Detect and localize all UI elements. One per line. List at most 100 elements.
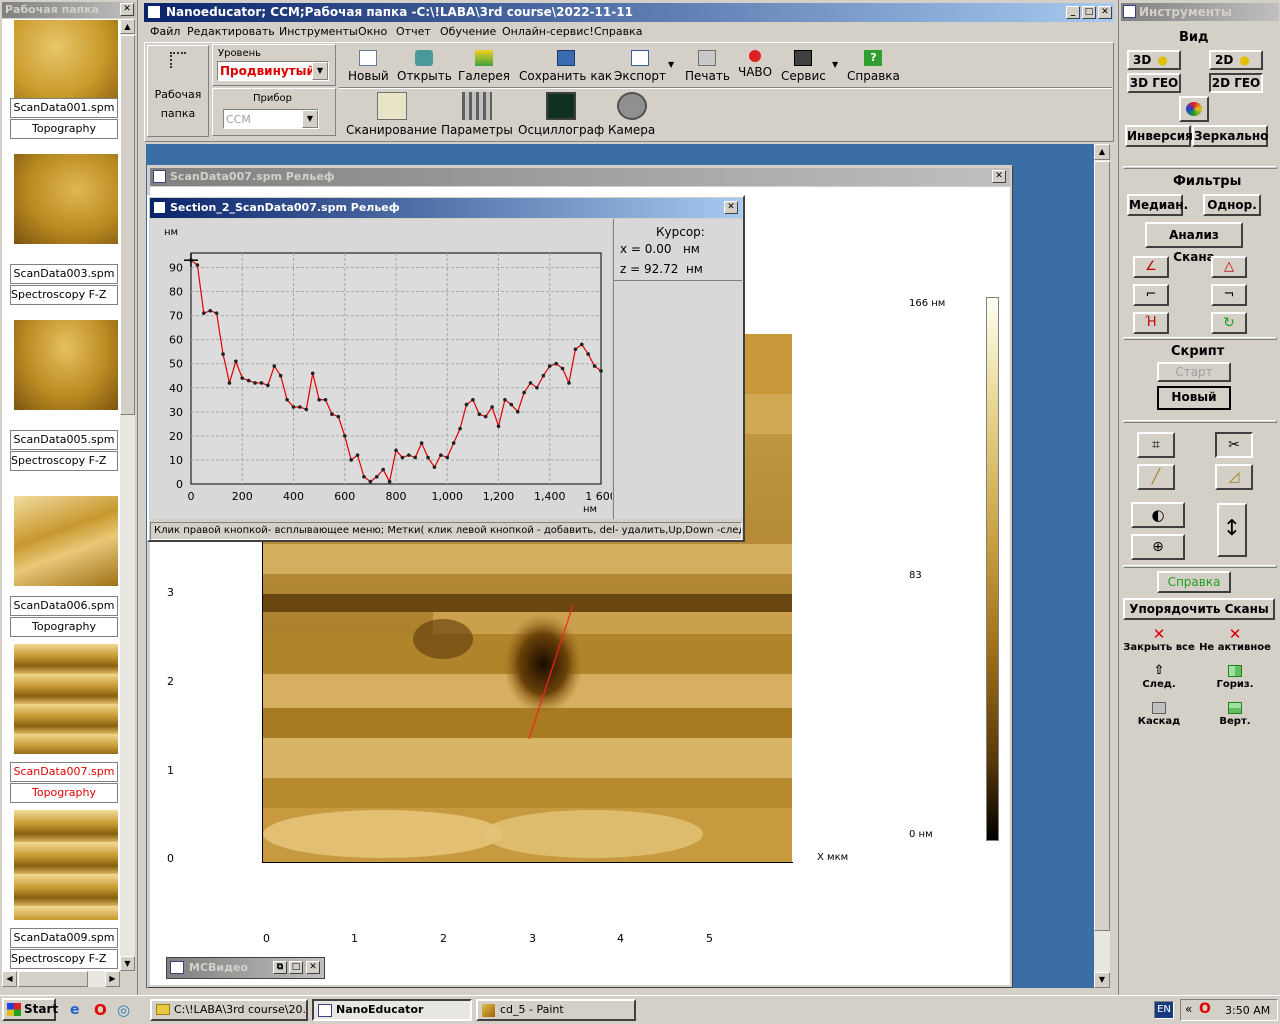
parameters-button[interactable]: Параметры — [441, 92, 513, 137]
close-button[interactable]: ✕ — [1098, 6, 1112, 19]
mdi-vscroll[interactable]: ▲ ▼ — [1094, 144, 1110, 988]
view-2d-geo-button[interactable]: 2D ГЕО — [1209, 73, 1263, 93]
vertical-tile-button[interactable]: Верт. — [1197, 700, 1273, 727]
chevron-down-icon[interactable]: ▼ — [302, 110, 318, 128]
view-2d-button[interactable]: 2D ● — [1209, 50, 1263, 70]
thumbnail-scan-009[interactable] — [14, 810, 118, 920]
chevron-down-icon[interactable]: ▼ — [312, 62, 328, 80]
save-as-button[interactable]: Сохранить как — [519, 50, 612, 83]
next-button[interactable]: ⇧ След. — [1123, 663, 1195, 690]
mcvideo-close-button[interactable]: ✕ — [306, 961, 320, 974]
tilt-correction-button[interactable]: ∠ — [1133, 256, 1169, 278]
scroll-up-arrow-icon[interactable]: ▲ — [1094, 144, 1110, 160]
minimize-button[interactable]: _ — [1066, 6, 1080, 19]
list-item-file[interactable]: ScanData003.spm — [10, 264, 118, 284]
scroll-left-arrow-icon[interactable]: ◀ — [2, 971, 17, 987]
new-button[interactable]: Новый — [348, 50, 389, 83]
cut-button[interactable]: ✂ — [1215, 432, 1253, 458]
list-item-file[interactable]: ScanData001.spm — [10, 98, 118, 118]
undo-button[interactable]: ↻ — [1211, 312, 1247, 334]
mdi-scroll-thumb[interactable] — [1094, 161, 1110, 931]
list-item-mode[interactable]: Topography — [10, 617, 118, 637]
step-down-button[interactable]: ¬ — [1211, 284, 1247, 306]
menu-edit[interactable]: Редактировать — [187, 25, 275, 38]
ie-icon[interactable]: e — [70, 1002, 80, 1018]
menu-training[interactable]: Обучение — [440, 25, 497, 38]
thumbnail-scan-001[interactable] — [14, 20, 118, 110]
not-active-button[interactable]: ✕ Не активное — [1197, 626, 1273, 653]
scroll-thumb[interactable] — [120, 35, 135, 415]
list-item-mode[interactable]: Topography — [10, 119, 118, 139]
scan-analysis-button[interactable]: Анализ Скана — [1145, 222, 1243, 264]
uniform-filter-button[interactable]: Однор. — [1203, 194, 1261, 216]
print-button[interactable]: Печать — [685, 50, 730, 83]
tools-help-button[interactable]: Справка — [1157, 571, 1231, 593]
open-button[interactable]: Открыть — [397, 50, 452, 83]
taskbar-paint-button[interactable]: cd_5 - Paint — [476, 999, 636, 1021]
user-level-select[interactable]: Продвинутый ▼ — [217, 61, 329, 81]
script-start-button[interactable]: Старт — [1157, 362, 1231, 382]
scan-window-close-button[interactable]: ✕ — [992, 170, 1006, 183]
scanning-button[interactable]: Сканирование — [346, 92, 437, 137]
list-item-file-active[interactable]: ScanData007.spm — [10, 762, 118, 782]
faq-button[interactable]: ЧАВО — [738, 50, 772, 79]
left-panel-hscroll[interactable]: ◀ ▶ — [2, 971, 120, 987]
vertical-scale-button[interactable]: ↕ — [1217, 503, 1247, 557]
mcvideo-minimized-window[interactable]: МСВидео ⧉ □ ✕ — [166, 957, 325, 979]
scroll-down-arrow-icon[interactable]: ▼ — [120, 956, 135, 971]
export-dropdown-icon[interactable]: ▼ — [668, 60, 675, 69]
crop-button[interactable]: ⌗ — [1137, 432, 1175, 458]
list-item-file[interactable]: ScanData009.spm — [10, 928, 118, 948]
left-panel-vscroll[interactable]: ▲ ▼ — [120, 19, 135, 971]
ruler-button[interactable]: ╱ — [1137, 464, 1175, 490]
section-window-close-button[interactable]: ✕ — [724, 201, 738, 214]
scroll-up-arrow-icon[interactable]: ▲ — [120, 19, 135, 34]
menu-tools[interactable]: Инструменты — [279, 25, 358, 38]
list-item-mode-active[interactable]: Topography — [10, 783, 118, 803]
list-item-file[interactable]: ScanData005.spm — [10, 430, 118, 450]
cascade-button[interactable]: Каскад — [1123, 700, 1195, 727]
close-all-button[interactable]: ✕ Закрыть все — [1123, 625, 1195, 653]
section-line[interactable] — [528, 604, 574, 740]
oscilloscope-button[interactable]: Осциллограф — [518, 92, 604, 137]
help-button[interactable]: ? Справка — [847, 50, 900, 83]
menu-file[interactable]: Файл — [150, 25, 181, 38]
service-dropdown-icon[interactable]: ▼ — [832, 60, 839, 69]
step-up-button[interactable]: ⌐ — [1133, 284, 1169, 306]
opera-tray-icon[interactable]: O — [1199, 1001, 1211, 1017]
view-3d-button[interactable]: 3D ● — [1127, 50, 1181, 70]
section-chart-svg[interactable]: 0 10 20 30 40 50 60 70 80 90 0 200 400 600 800 1,000 1,2… — [150, 219, 617, 519]
view-3d-geo-button[interactable]: 3D ГЕО — [1127, 73, 1181, 93]
script-new-button[interactable]: Новый — [1157, 386, 1231, 410]
service-button[interactable]: Сервис — [781, 50, 826, 83]
thumbnail-scan-005[interactable] — [14, 320, 118, 410]
inversion-button[interactable]: Инверсия — [1125, 125, 1193, 147]
thumbnail-scan-003[interactable] — [14, 154, 118, 244]
profile-button[interactable]: Ή — [1133, 312, 1169, 334]
palette-button[interactable] — [1179, 96, 1209, 122]
peak-button[interactable]: △ — [1211, 256, 1247, 278]
work-folder-button[interactable]: Рабочая папка — [147, 45, 209, 137]
list-item-mode[interactable]: Spectroscopy F-Z — [10, 949, 118, 969]
start-button[interactable]: Start — [2, 998, 58, 1021]
list-item-file[interactable]: ScanData006.spm — [10, 596, 118, 616]
horizontal-tile-button[interactable]: Гориз. — [1197, 663, 1273, 690]
opera-icon[interactable]: O — [94, 1001, 107, 1019]
tray-expand-icon[interactable]: « — [1185, 1002, 1193, 1016]
taskbar-nanoeducator-button[interactable]: NanoEducator — [312, 999, 472, 1021]
language-indicator[interactable]: EN — [1154, 1001, 1174, 1019]
camera-button[interactable]: Камера — [608, 92, 655, 137]
scroll-down-arrow-icon[interactable]: ▼ — [1094, 972, 1110, 988]
thumbnail-scan-006[interactable] — [14, 496, 118, 586]
left-panel-close-button[interactable]: ✕ — [120, 3, 134, 16]
menu-online-service[interactable]: Онлайн-сервис! — [502, 25, 594, 38]
export-button[interactable]: Экспорт — [614, 50, 666, 83]
thumbnail-scan-007[interactable] — [14, 644, 118, 754]
list-item-mode[interactable]: Spectroscopy F-Z — [10, 451, 118, 471]
arrange-scans-button[interactable]: Упорядочить Сканы — [1123, 598, 1275, 620]
mirror-button[interactable]: Зеркально — [1192, 125, 1268, 147]
menu-report[interactable]: Отчет — [396, 25, 431, 38]
mcvideo-maximize-button[interactable]: □ — [289, 961, 303, 974]
menu-help[interactable]: Справка — [594, 25, 643, 38]
hscroll-thumb[interactable] — [18, 971, 88, 987]
